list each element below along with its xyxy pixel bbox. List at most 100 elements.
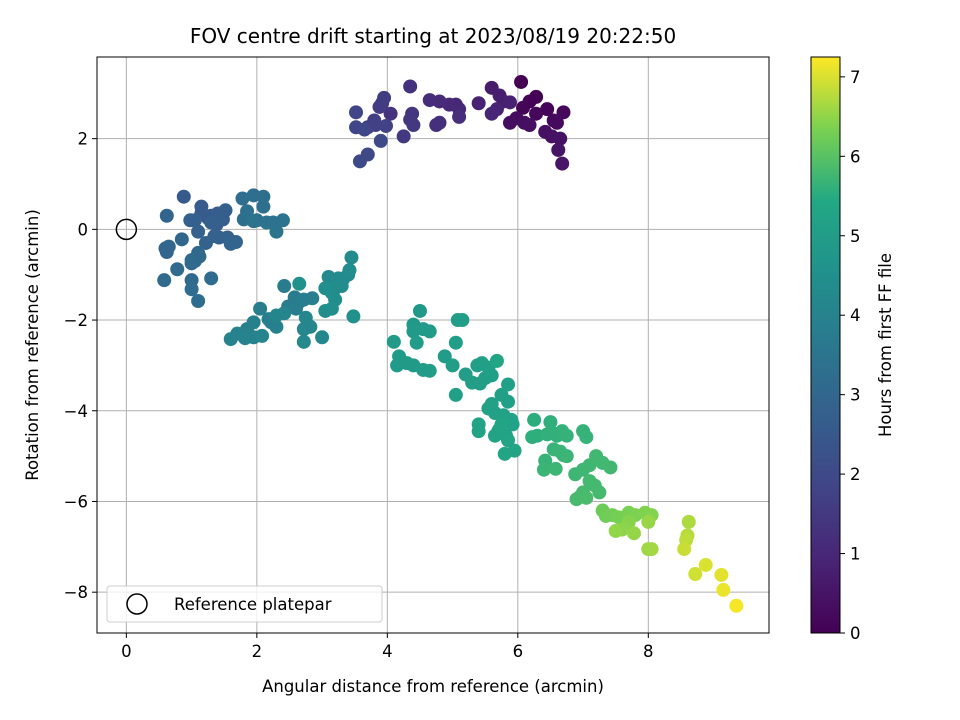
scatter-point: [228, 235, 243, 250]
scatter-point: [269, 224, 284, 239]
scatter-point: [288, 301, 303, 316]
scatter-point: [396, 129, 411, 144]
scatter-point: [344, 250, 359, 265]
scatter-point: [501, 377, 516, 392]
y-tick-label: 2: [78, 130, 89, 149]
plot-frame: [96, 56, 770, 634]
scatter-point: [688, 567, 703, 582]
scatter-point: [514, 74, 529, 89]
scatter-point: [349, 105, 364, 120]
scatter-point: [540, 102, 555, 117]
scatter-point: [379, 118, 394, 133]
scatter-point: [551, 142, 566, 157]
scatter-point: [176, 189, 191, 204]
colorbar-tick-label: 5: [850, 227, 861, 246]
legend-box: [106, 585, 383, 623]
scatter-point: [529, 106, 544, 121]
y-axis: −8 −6 −4 −2 0 2: [64, 130, 97, 602]
scatter-point: [246, 214, 261, 229]
scatter-point: [445, 358, 460, 373]
colorbar: [810, 56, 841, 634]
x-tick-label: 4: [382, 642, 393, 661]
x-tick-label: 6: [513, 642, 524, 661]
scatter-point: [437, 349, 452, 364]
scatter-point: [174, 232, 189, 247]
scatter-point: [352, 154, 367, 169]
colorbar-label: Hours from first FF file: [876, 253, 895, 437]
scatter-point: [698, 557, 713, 572]
scatter-point: [305, 291, 320, 306]
scatter-point: [373, 133, 388, 148]
scatter-point: [579, 430, 594, 445]
scatter-point: [342, 263, 357, 278]
x-tick-label: 2: [252, 642, 263, 661]
scatter-point: [448, 335, 463, 350]
scatter-point: [579, 490, 594, 505]
scatter-point: [536, 462, 551, 477]
scatter-point: [641, 514, 656, 529]
scatter-point: [452, 109, 467, 124]
colorbar-tick-label: 4: [850, 306, 861, 325]
legend-marker-reference: [126, 593, 148, 615]
scatter-points: [115, 74, 744, 613]
scatter-point: [198, 235, 213, 250]
scatter-point: [501, 394, 516, 409]
scatter-point: [556, 105, 571, 120]
x-axis-label: Angular distance from reference (arcmin): [262, 677, 604, 696]
scatter-point: [277, 306, 292, 321]
scatter-point: [256, 199, 271, 214]
scatter-point: [368, 118, 383, 133]
scatter-point: [324, 301, 339, 316]
scatter-point: [277, 279, 292, 294]
scatter-point: [422, 324, 437, 339]
scatter-point: [553, 131, 568, 146]
scatter-point: [626, 526, 641, 541]
colorbar-tick-label: 7: [850, 68, 861, 87]
scatter-point: [489, 353, 504, 368]
grid-lines: [97, 57, 769, 633]
scatter-point: [471, 424, 486, 439]
colorbar-ticks: 0 1 2 3 4 5 6 7: [840, 68, 861, 643]
scatter-point: [386, 334, 401, 349]
scatter-point: [191, 294, 206, 309]
colorbar-tick-label: 2: [850, 465, 861, 484]
chart-title: FOV centre drift starting at 2023/08/19 …: [190, 24, 676, 48]
y-tick-label: −2: [64, 311, 88, 330]
scatter-point: [412, 303, 427, 318]
scatter-point: [497, 446, 512, 461]
scatter-point: [184, 253, 199, 268]
x-axis: 0 2 4 6 8: [121, 633, 654, 661]
scatter-point: [159, 208, 174, 223]
scatter-point: [204, 271, 219, 286]
scatter-point: [255, 328, 270, 343]
scatter-point: [296, 334, 311, 349]
scatter-point: [292, 276, 307, 291]
colorbar-tick-label: 0: [850, 624, 861, 643]
legend: Reference platepar: [106, 585, 383, 623]
scatter-point: [516, 100, 531, 115]
scatter-point: [432, 115, 447, 130]
scatter-point: [296, 322, 311, 337]
scatter-point: [548, 461, 563, 476]
scatter-point: [209, 217, 224, 232]
scatter-point: [170, 262, 185, 277]
scatter-point: [716, 582, 731, 597]
scatter-point: [406, 118, 421, 133]
legend-label-reference: Reference platepar: [174, 595, 332, 614]
scatter-point: [223, 332, 238, 347]
scatter-point: [525, 430, 540, 445]
scatter-point: [455, 313, 470, 328]
colorbar-tick-label: 6: [850, 147, 861, 166]
colorbar-tick-label: 3: [850, 386, 861, 405]
scatter-point: [644, 542, 659, 557]
scatter-point: [484, 106, 499, 121]
scatter-point: [502, 115, 517, 130]
scatter-point: [487, 428, 502, 443]
scatter-point: [159, 245, 174, 260]
y-tick-label: 0: [78, 220, 89, 239]
y-tick-label: −6: [64, 492, 88, 511]
scatter-point: [256, 189, 271, 204]
scatter-point: [559, 449, 574, 464]
scatter-point: [471, 96, 486, 111]
x-tick-label: 8: [643, 642, 654, 661]
